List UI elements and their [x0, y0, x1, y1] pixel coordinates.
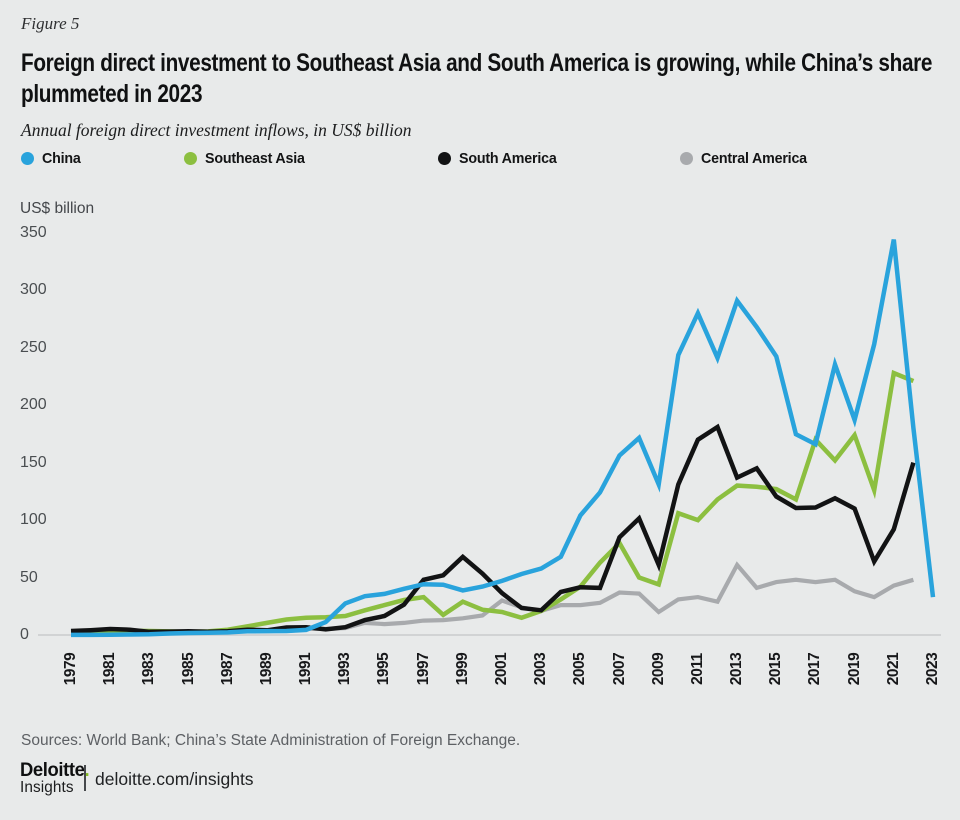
y-tick-350: 350 [20, 223, 47, 241]
page-title: Foreign direct investment to Southeast A… [21, 49, 933, 108]
series-line-south-america [70, 423, 916, 635]
x-tick-1991: 1991 [297, 652, 315, 686]
y-tick-50: 50 [20, 568, 38, 586]
y-axis-unit-label: US$ billion [20, 200, 95, 217]
legend-label: South America [459, 150, 557, 167]
sources-note: Sources: World Bank; China’s State Admin… [21, 732, 521, 749]
x-tick-1987: 1987 [218, 652, 236, 686]
x-tick-1981: 1981 [101, 652, 119, 686]
x-tick-1985: 1985 [179, 652, 197, 686]
x-tick-2023: 2023 [923, 652, 941, 686]
deloitte-insights-logo: Deloitte. Insights [20, 760, 91, 796]
x-tick-2011: 2011 [688, 653, 706, 685]
x-tick-1979: 1979 [62, 652, 79, 686]
footer-url: deloitte.com/insights [95, 769, 254, 789]
x-tick-2005: 2005 [571, 652, 589, 686]
y-tick-200: 200 [20, 396, 47, 414]
x-tick-2019: 2019 [845, 652, 863, 686]
legend-item-central-america: Central America [680, 150, 813, 167]
x-tick-2017: 2017 [806, 652, 824, 686]
series-line-central-america [70, 561, 914, 636]
logo-divider [84, 765, 86, 791]
x-tick-1989: 1989 [257, 652, 275, 686]
x-tick-1995: 1995 [375, 652, 393, 686]
y-tick-300: 300 [20, 281, 47, 299]
x-tick-2009: 2009 [649, 652, 667, 686]
legend-item-southeast-asia: Southeast Asia [184, 150, 310, 167]
chart-legend: China Southeast Asia South America Central … [0, 150, 960, 170]
logo-brand: Deloitte. [20, 760, 90, 781]
x-tick-2015: 2015 [767, 652, 785, 686]
legend-swatch-central-america [680, 152, 693, 165]
x-tick-2003: 2003 [532, 652, 550, 686]
y-tick-250: 250 [20, 338, 47, 356]
y-tick-0: 0 [20, 626, 29, 643]
x-tick-1983: 1983 [140, 652, 158, 686]
logo-sub-label: Insights [20, 779, 74, 796]
legend-label: Central America [701, 150, 807, 167]
x-tick-2021: 2021 [884, 652, 902, 686]
legend-swatch-southeast-asia [184, 152, 197, 165]
x-tick-2007: 2007 [610, 652, 628, 686]
legend-item-china: China [21, 150, 83, 167]
legend-label: China [42, 150, 81, 167]
legend-swatch-south-america [438, 152, 451, 165]
legend-item-south-america: South America [438, 150, 562, 167]
x-tick-1999: 1999 [453, 652, 471, 686]
x-tick-1997: 1997 [414, 652, 432, 686]
figure-subtitle: Annual foreign direct investment inflows… [21, 120, 412, 140]
logo-green-dot: . [84, 760, 90, 781]
figure-label: Figure 5 [21, 14, 80, 33]
x-tick-2001: 2001 [492, 652, 510, 686]
legend-swatch-china [21, 152, 34, 165]
x-tick-2013: 2013 [728, 652, 746, 686]
y-tick-100: 100 [20, 511, 47, 529]
legend-label: Southeast Asia [205, 150, 305, 167]
y-tick-150: 150 [20, 453, 47, 471]
series-line-china [71, 239, 936, 638]
x-tick-1993: 1993 [336, 652, 354, 686]
